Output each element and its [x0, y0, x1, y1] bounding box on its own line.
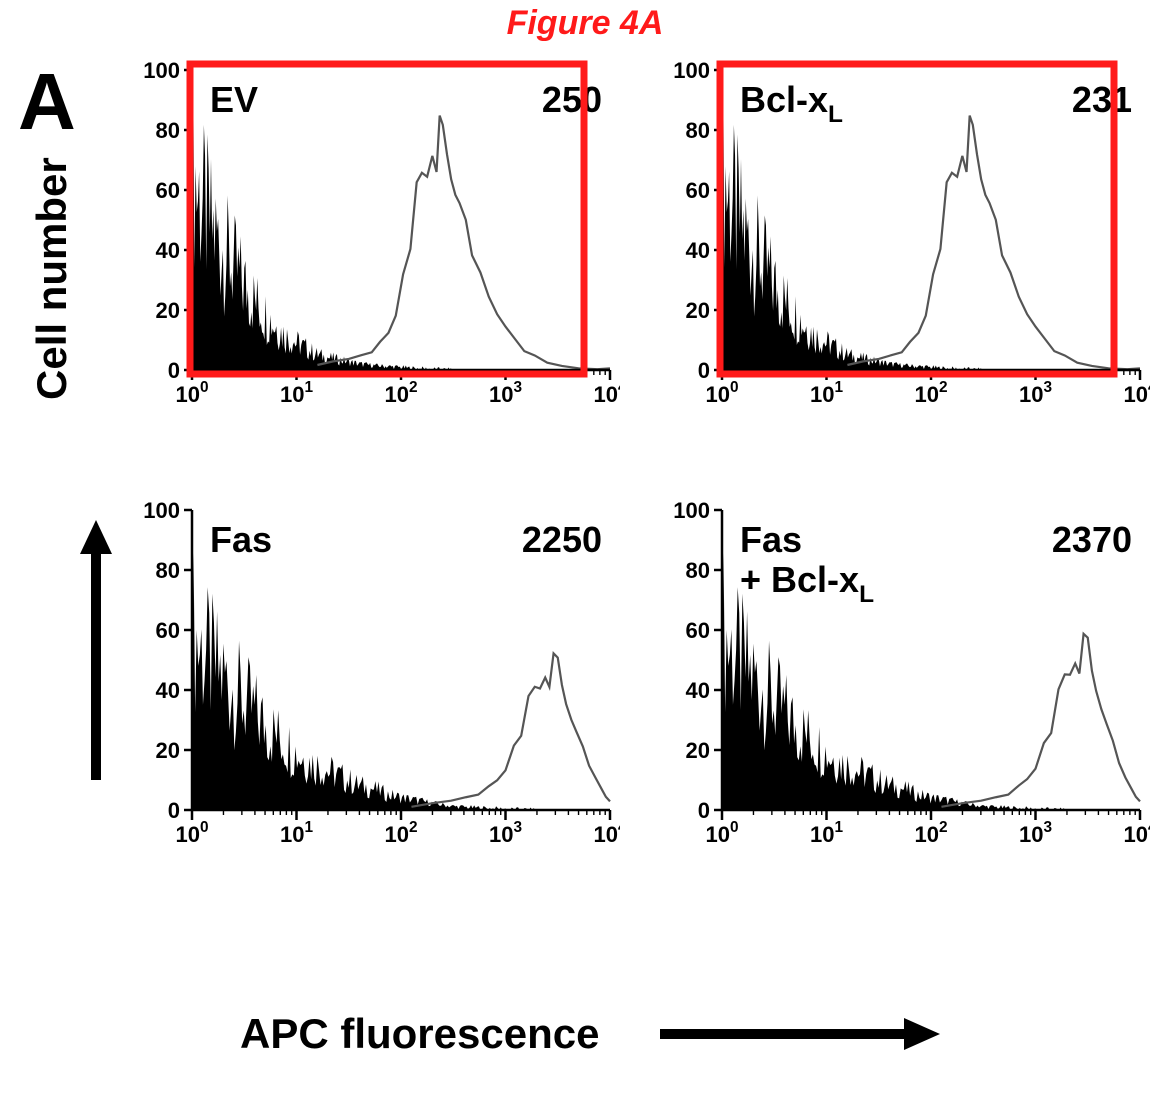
svg-text:100: 100 — [143, 500, 180, 523]
panel-condition-label: EV — [210, 79, 258, 120]
panel-ev: 020406080100100101102103104EV250 — [130, 60, 620, 420]
svg-text:20: 20 — [156, 738, 180, 763]
panel-value: 2250 — [522, 519, 602, 560]
panel-condition-label: Fas — [210, 519, 272, 560]
y-axis-label: Cell number — [28, 157, 76, 400]
figure-caption: Figure 4A — [0, 4, 1170, 43]
svg-text:104: 104 — [1123, 819, 1150, 847]
y-axis-arrow-icon — [78, 520, 114, 780]
panel-bclxl: 020406080100100101102103104Bcl-xL231 — [660, 60, 1150, 420]
svg-text:40: 40 — [686, 678, 710, 703]
svg-text:100: 100 — [673, 500, 710, 523]
panel-condition-label: Fas — [740, 519, 802, 560]
svg-text:20: 20 — [156, 298, 180, 323]
svg-text:60: 60 — [156, 618, 180, 643]
svg-text:104: 104 — [1123, 379, 1150, 407]
svg-text:0: 0 — [168, 358, 180, 383]
svg-text:80: 80 — [686, 118, 710, 143]
svg-text:100: 100 — [143, 60, 180, 83]
histogram-panel-fas_bclxl: 020406080100100101102103104Fas+ Bcl-xL23… — [660, 500, 1150, 860]
panel-letter: A — [18, 56, 76, 148]
histogram-panel-fas: 020406080100100101102103104Fas2250 — [130, 500, 620, 860]
svg-text:20: 20 — [686, 738, 710, 763]
svg-text:80: 80 — [686, 558, 710, 583]
svg-text:60: 60 — [156, 178, 180, 203]
x-axis-label: APC fluorescence — [240, 1010, 599, 1058]
svg-text:104: 104 — [593, 379, 620, 407]
panel-value: 231 — [1072, 79, 1132, 120]
panel-fas_bclxl: 020406080100100101102103104Fas+ Bcl-xL23… — [660, 500, 1150, 860]
panel-value: 250 — [542, 79, 602, 120]
svg-text:40: 40 — [156, 238, 180, 263]
panel-value: 2370 — [1052, 519, 1132, 560]
panel-fas: 020406080100100101102103104Fas2250 — [130, 500, 620, 860]
svg-text:0: 0 — [698, 798, 710, 823]
x-axis-arrow-icon — [660, 1016, 940, 1052]
svg-text:80: 80 — [156, 558, 180, 583]
svg-text:0: 0 — [698, 358, 710, 383]
svg-text:60: 60 — [686, 618, 710, 643]
figure-container: Figure 4A A Cell number APC fluorescence… — [0, 0, 1170, 1094]
svg-text:60: 60 — [686, 178, 710, 203]
histogram-panel-ev: 020406080100100101102103104EV250 — [130, 60, 620, 420]
panel-grid: 020406080100100101102103104EV25002040608… — [130, 60, 1150, 860]
svg-text:40: 40 — [686, 238, 710, 263]
svg-text:104: 104 — [593, 819, 620, 847]
svg-text:40: 40 — [156, 678, 180, 703]
svg-text:0: 0 — [168, 798, 180, 823]
histogram-panel-bclxl: 020406080100100101102103104Bcl-xL231 — [660, 60, 1150, 420]
svg-text:100: 100 — [673, 60, 710, 83]
svg-text:80: 80 — [156, 118, 180, 143]
svg-text:20: 20 — [686, 298, 710, 323]
